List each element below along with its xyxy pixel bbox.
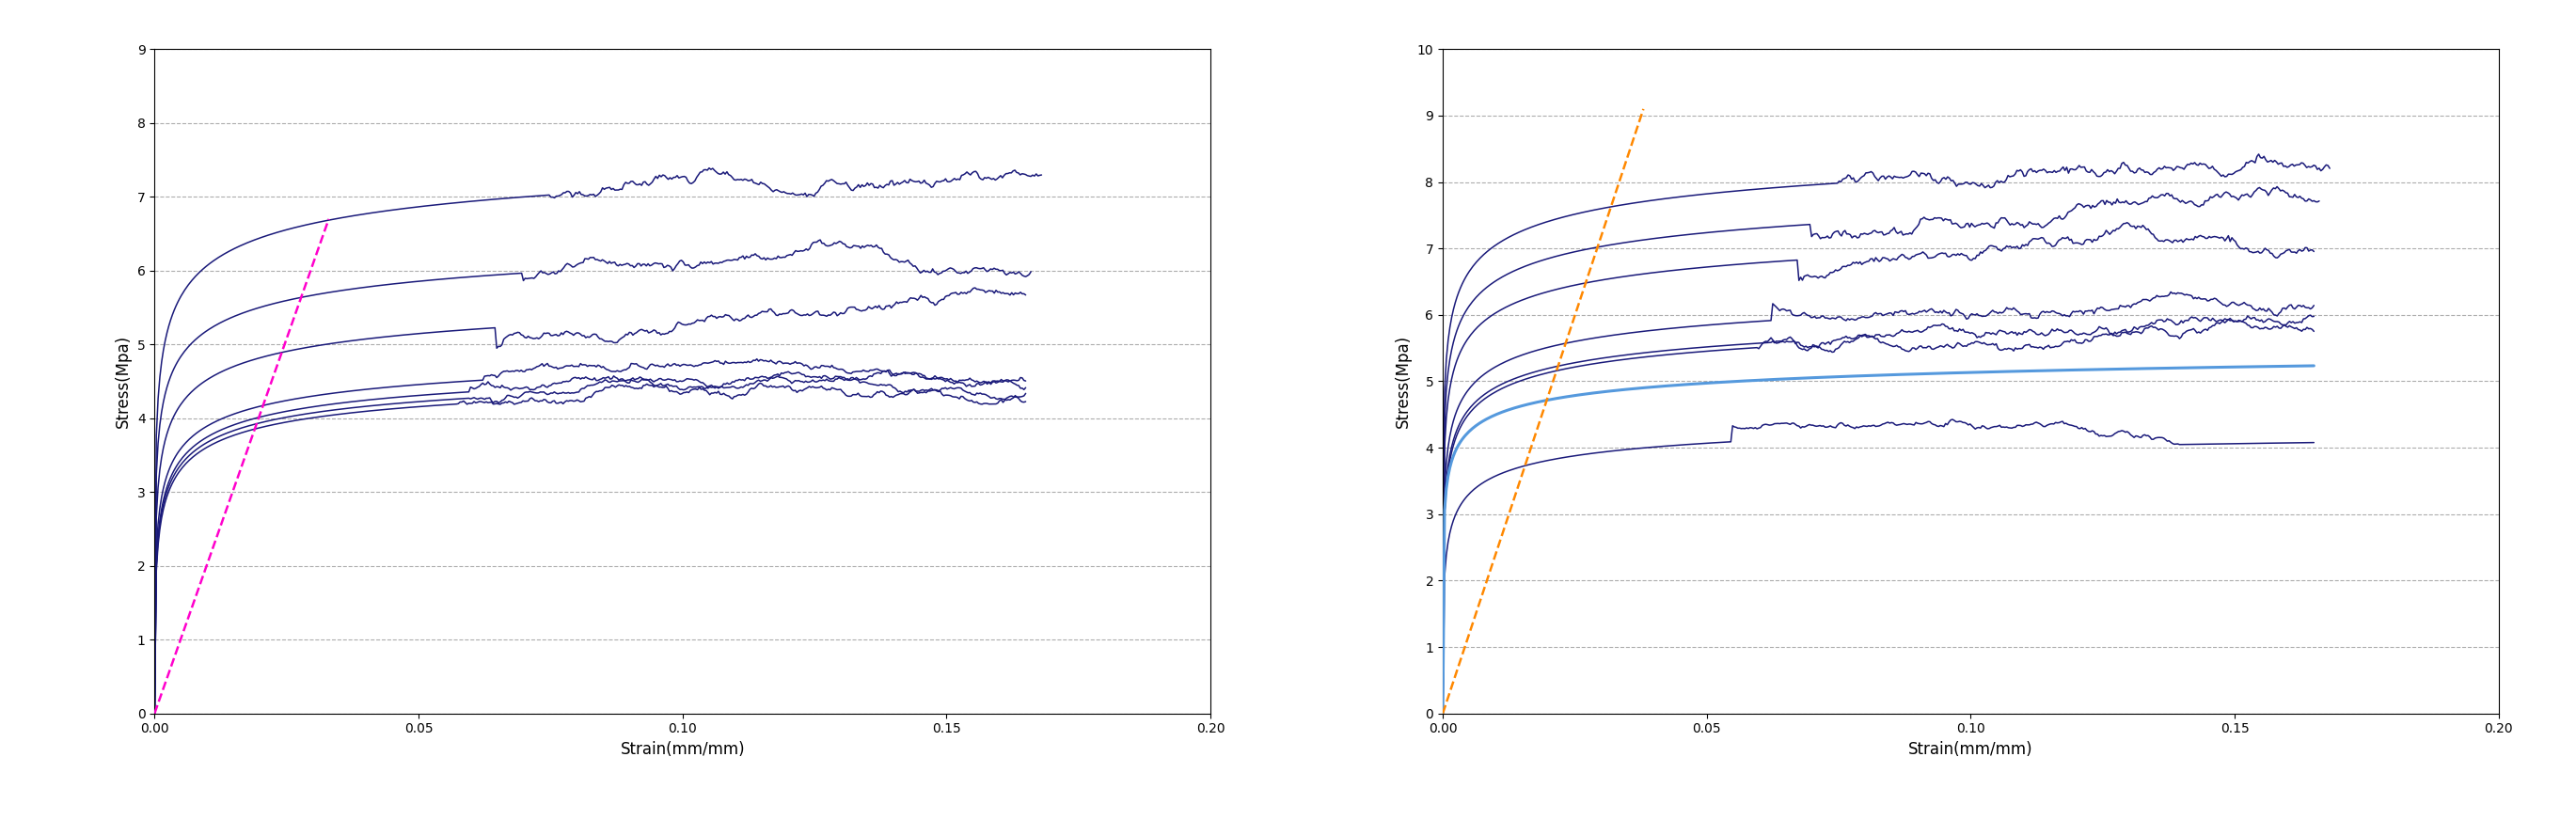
Y-axis label: Stress(Mpa): Stress(Mpa)	[1396, 335, 1412, 428]
Y-axis label: Stress(Mpa): Stress(Mpa)	[116, 335, 131, 428]
X-axis label: Strain(mm/mm): Strain(mm/mm)	[621, 741, 744, 758]
X-axis label: Strain(mm/mm): Strain(mm/mm)	[1909, 741, 2032, 758]
